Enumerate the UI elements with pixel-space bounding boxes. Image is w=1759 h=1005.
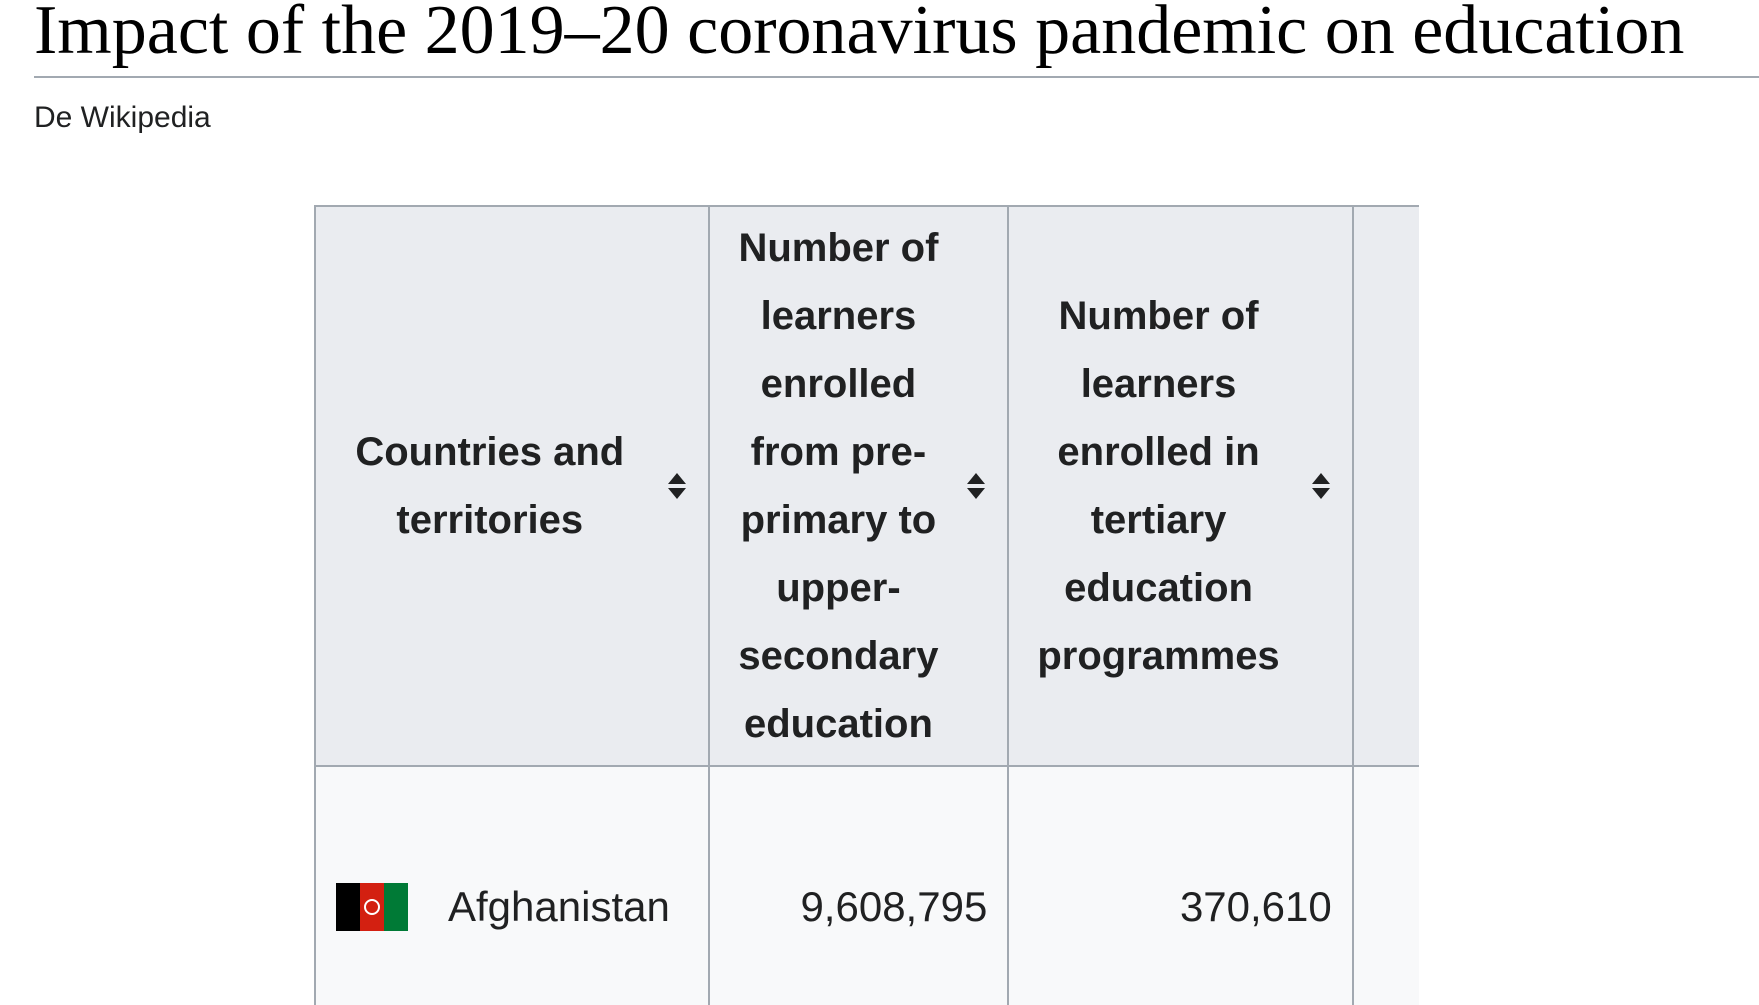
primary-secondary-count-cell: 9,608,795 <box>707 765 1010 1005</box>
site-subtitle: De Wikipedia <box>34 101 211 134</box>
column-header-label: Countries and territories <box>355 430 625 542</box>
next-column-cell <box>1351 765 1419 1005</box>
column-header-tertiary[interactable]: Number of learners enrolled in tertiary … <box>1007 205 1354 767</box>
sort-icon[interactable] <box>1310 471 1332 501</box>
table-header-row: Countries and territories Number of lear… <box>314 205 1419 767</box>
column-header-next <box>1351 205 1419 767</box>
country-name-link[interactable]: Afghanistan <box>448 883 670 930</box>
sort-icon[interactable] <box>666 471 688 501</box>
sort-icon[interactable] <box>965 471 987 501</box>
education-impact-table: Countries and territories Number of lear… <box>314 205 1419 1005</box>
column-header-label: Number of learners enrolled from pre-pri… <box>738 226 939 746</box>
afghanistan-flag-icon <box>336 883 408 931</box>
page-title: Impact of the 2019–20 coronavirus pandem… <box>34 0 1759 78</box>
tertiary-count-cell: 370,610 <box>1007 765 1354 1005</box>
country-cell: Afghanistan <box>314 765 710 1005</box>
column-header-label: Number of learners enrolled in tertiary … <box>1037 294 1280 678</box>
data-table-container[interactable]: Countries and territories Number of lear… <box>314 205 1419 1005</box>
column-header-primary-secondary[interactable]: Number of learners enrolled from pre-pri… <box>707 205 1010 767</box>
table-row: Afghanistan 9,608,795 370,610 <box>314 765 1419 1005</box>
column-header-countries[interactable]: Countries and territories <box>314 205 710 767</box>
